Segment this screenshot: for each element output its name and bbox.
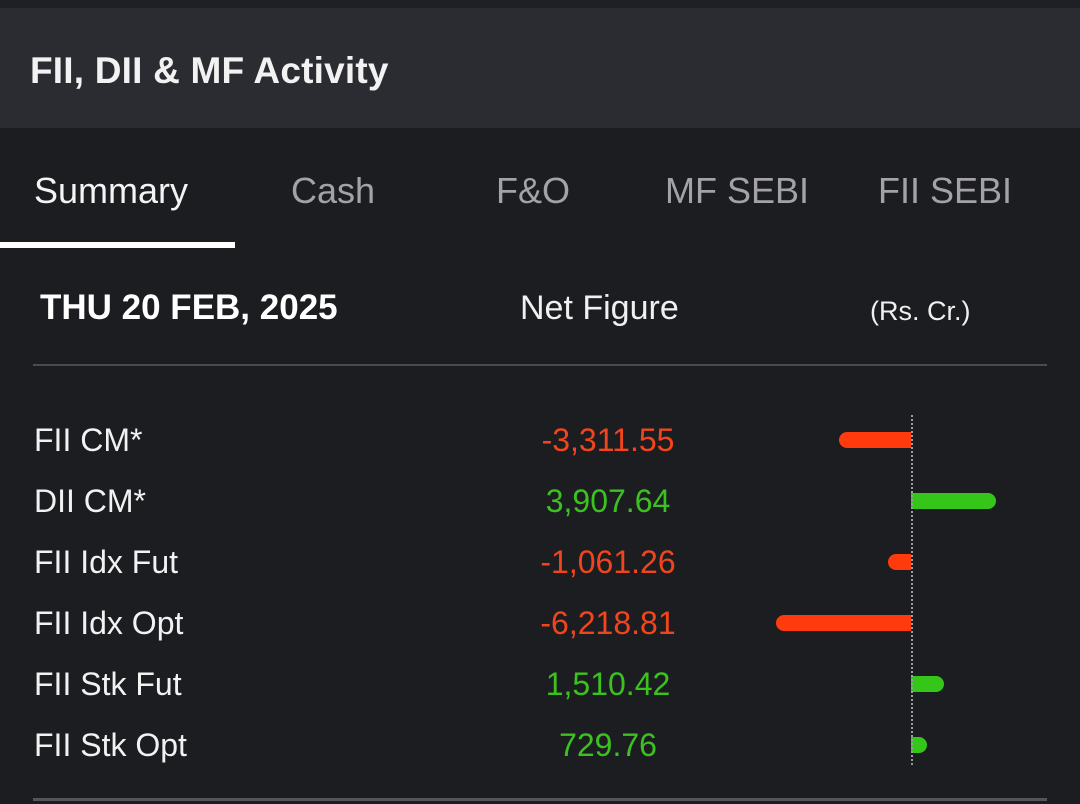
row-label: DII CM* bbox=[34, 483, 146, 519]
row-label: FII Stk Opt bbox=[34, 727, 187, 763]
divider-top bbox=[33, 364, 1047, 366]
divider-bottom bbox=[33, 798, 1047, 801]
summary-info-row: THU 20 FEB, 2025 Net Figure (Rs. Cr.) bbox=[0, 280, 1080, 340]
row-label: FII CM* bbox=[34, 422, 143, 458]
activity-row-fii-stk-fut: FII Stk Fut 1,510.42 bbox=[0, 654, 1080, 715]
row-value: -3,311.55 bbox=[541, 422, 675, 458]
net-bar bbox=[911, 737, 927, 753]
tab-summary[interactable]: Summary bbox=[34, 170, 189, 211]
tab-fii-sebi[interactable]: FII SEBI bbox=[878, 170, 1013, 211]
net-bar bbox=[911, 493, 996, 509]
activity-row-dii-cm: DII CM* 3,907.64 bbox=[0, 471, 1080, 532]
row-label: FII Stk Fut bbox=[34, 666, 182, 702]
row-label: FII Idx Opt bbox=[34, 605, 184, 641]
zero-axis-line bbox=[911, 415, 913, 765]
tab-fo[interactable]: F&O bbox=[496, 170, 571, 211]
row-value: 3,907.64 bbox=[545, 483, 671, 519]
tab-mf-sebi[interactable]: MF SEBI bbox=[665, 170, 810, 211]
net-figure-label: Net Figure bbox=[520, 289, 679, 327]
activity-row-fii-idx-opt: FII Idx Opt -6,218.81 bbox=[0, 593, 1080, 654]
row-value: 1,510.42 bbox=[545, 666, 671, 702]
net-bar bbox=[839, 432, 911, 448]
net-bar bbox=[776, 615, 911, 631]
active-tab-indicator bbox=[0, 242, 235, 248]
tab-bar: Summary Cash F&O MF SEBI FII SEBI bbox=[0, 128, 1080, 250]
report-date: THU 20 FEB, 2025 bbox=[40, 288, 338, 327]
activity-row-fii-idx-fut: FII Idx Fut -1,061.26 bbox=[0, 532, 1080, 593]
activity-row-fii-cm: FII CM* -3,311.55 bbox=[0, 410, 1080, 471]
row-value: -6,218.81 bbox=[540, 605, 676, 641]
row-value: 729.76 bbox=[559, 727, 657, 763]
row-label: FII Idx Fut bbox=[34, 544, 179, 580]
net-bar bbox=[911, 676, 944, 692]
page-title: FII, DII & MF Activity bbox=[30, 50, 389, 91]
net-bar bbox=[887, 554, 911, 570]
app-header: FII, DII & MF Activity bbox=[0, 8, 1080, 128]
window-top-edge bbox=[0, 0, 1080, 8]
activity-row-fii-stk-opt: FII Stk Opt 729.76 bbox=[0, 715, 1080, 776]
tab-cash[interactable]: Cash bbox=[291, 170, 376, 211]
unit-label: (Rs. Cr.) bbox=[870, 296, 971, 326]
row-value: -1,061.26 bbox=[540, 544, 676, 580]
